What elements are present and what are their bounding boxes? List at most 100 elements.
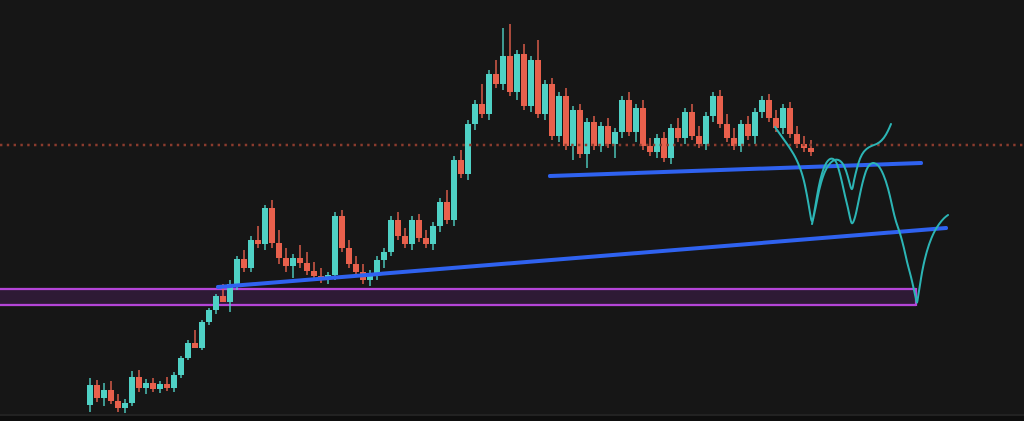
- candlestick[interactable]: [724, 114, 730, 142]
- candlestick[interactable]: [787, 102, 793, 138]
- candlestick[interactable]: [115, 394, 121, 412]
- candlestick[interactable]: [612, 128, 618, 158]
- candlestick[interactable]: [332, 212, 338, 280]
- candlestick[interactable]: [745, 116, 751, 140]
- candlestick[interactable]: [122, 399, 128, 413]
- candlestick[interactable]: [465, 120, 471, 180]
- candlestick[interactable]: [752, 108, 758, 144]
- candlestick[interactable]: [647, 138, 653, 156]
- candlestick[interactable]: [101, 383, 107, 406]
- candlestick[interactable]: [654, 134, 660, 158]
- candlestick[interactable]: [283, 248, 289, 272]
- candlestick[interactable]: [367, 270, 373, 286]
- candlestick[interactable]: [808, 140, 814, 156]
- candlestick[interactable]: [206, 308, 212, 325]
- candlestick[interactable]: [500, 28, 506, 90]
- candlestick[interactable]: [213, 294, 219, 314]
- candlestick[interactable]: [381, 248, 387, 268]
- candlestick[interactable]: [304, 252, 310, 275]
- candlestick[interactable]: [108, 381, 114, 404]
- candlestick[interactable]: [633, 104, 639, 142]
- candlestick[interactable]: [675, 118, 681, 142]
- candlestick[interactable]: [619, 96, 625, 138]
- candlestick[interactable]: [150, 378, 156, 392]
- candlestick[interactable]: [297, 245, 303, 268]
- candlestick[interactable]: [535, 40, 541, 118]
- candlestick[interactable]: [255, 226, 261, 248]
- candlestick[interactable]: [185, 340, 191, 360]
- candlestick[interactable]: [731, 128, 737, 150]
- resistance-trendline-upper[interactable]: [548, 161, 923, 178]
- candlestick[interactable]: [710, 92, 716, 122]
- candlestick[interactable]: [143, 379, 149, 394]
- candlestick[interactable]: [479, 84, 485, 118]
- candlestick[interactable]: [584, 118, 590, 168]
- candlestick[interactable]: [605, 118, 611, 148]
- candlestick[interactable]: [577, 104, 583, 158]
- candlestick[interactable]: [556, 92, 562, 142]
- candlestick[interactable]: [339, 210, 345, 252]
- candlestick[interactable]: [703, 112, 709, 150]
- candlestick[interactable]: [402, 228, 408, 248]
- candlestick[interactable]: [780, 104, 786, 134]
- candlestick[interactable]: [549, 78, 555, 140]
- candlestick[interactable]: [290, 254, 296, 278]
- candlestick[interactable]: [528, 56, 534, 112]
- candlestick[interactable]: [87, 378, 93, 412]
- candlestick[interactable]: [388, 216, 394, 256]
- candlestick[interactable]: [437, 198, 443, 232]
- candlestick[interactable]: [472, 100, 478, 130]
- candlestick[interactable]: [486, 70, 492, 120]
- candlestick[interactable]: [514, 50, 520, 100]
- candlestick[interactable]: [696, 126, 702, 148]
- candlestick[interactable]: [717, 90, 723, 128]
- candlestick[interactable]: [542, 80, 548, 120]
- candlestick[interactable]: [241, 250, 247, 272]
- candlestick[interactable]: [262, 205, 268, 250]
- candlestick[interactable]: [171, 372, 177, 392]
- projection-upper-branch[interactable]: [811, 123, 892, 225]
- candlestick[interactable]: [269, 200, 275, 248]
- candlestick[interactable]: [157, 381, 163, 393]
- candlestick[interactable]: [640, 100, 646, 150]
- candlestick[interactable]: [178, 356, 184, 378]
- candlestick[interactable]: [668, 124, 674, 164]
- candlestick[interactable]: [682, 108, 688, 144]
- candlestick[interactable]: [416, 214, 422, 242]
- candlestick[interactable]: [759, 96, 765, 118]
- candlestick[interactable]: [192, 330, 198, 348]
- candlestick[interactable]: [766, 94, 772, 122]
- candlestick[interactable]: [458, 150, 464, 178]
- demand-zone-layer[interactable]: [0, 287, 918, 307]
- candlestick[interactable]: [598, 122, 604, 152]
- candlestick[interactable]: [129, 371, 135, 406]
- candlestick[interactable]: [626, 92, 632, 136]
- candlestick[interactable]: [276, 230, 282, 264]
- candlestick[interactable]: [94, 380, 100, 402]
- candlestick[interactable]: [507, 24, 513, 96]
- trendline-layer[interactable]: [216, 161, 948, 289]
- candlestick[interactable]: [661, 132, 667, 162]
- candlestick[interactable]: [738, 120, 744, 152]
- candlestick[interactable]: [353, 256, 359, 276]
- candlestick[interactable]: [164, 377, 170, 391]
- candlestick[interactable]: [430, 222, 436, 250]
- price-projection-drawing[interactable]: [774, 123, 949, 304]
- candlestick[interactable]: [570, 106, 576, 160]
- candlestick[interactable]: [493, 60, 499, 88]
- candlestick[interactable]: [136, 370, 142, 392]
- candlestick[interactable]: [423, 230, 429, 248]
- candlestick[interactable]: [346, 240, 352, 268]
- candlestick[interactable]: [311, 262, 317, 280]
- candlestick[interactable]: [248, 236, 254, 272]
- candlestick[interactable]: [409, 216, 415, 250]
- candlestick[interactable]: [451, 156, 457, 226]
- support-trendline-lower[interactable]: [216, 226, 948, 289]
- candlestick[interactable]: [689, 104, 695, 140]
- candlestick[interactable]: [521, 44, 527, 110]
- candlestick[interactable]: [395, 212, 401, 240]
- candlestick[interactable]: [199, 320, 205, 350]
- candlestick[interactable]: [563, 88, 569, 150]
